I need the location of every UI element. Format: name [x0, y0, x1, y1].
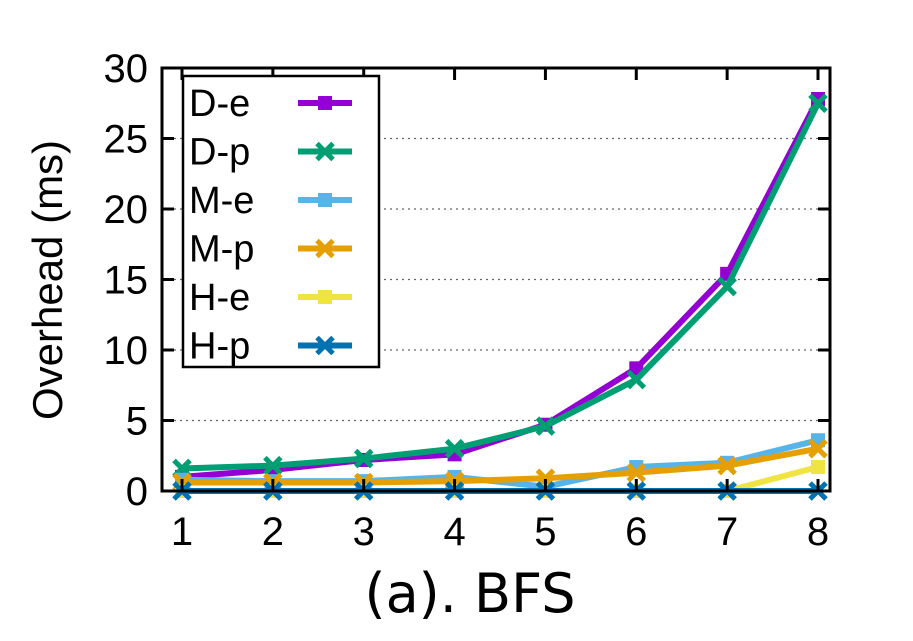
data-point [318, 193, 332, 207]
x-tick-label: 7 [716, 510, 738, 554]
chart-caption: (a). BFS [365, 562, 576, 625]
data-point [444, 438, 465, 459]
legend-label: H-p [189, 326, 250, 368]
x-tick-label: 3 [353, 510, 375, 554]
data-point [318, 290, 332, 304]
data-point [626, 369, 647, 390]
data-point [353, 448, 374, 469]
y-tick-label: 15 [104, 259, 149, 303]
legend-item: D-e [189, 83, 352, 125]
legend: D-e D-p M-e M-p H-e H-p [181, 74, 381, 369]
data-point [626, 462, 647, 483]
legend-box [181, 74, 381, 369]
data-point [811, 460, 825, 475]
y-axis-label: Overhead (ms) [24, 140, 71, 420]
legend-label: M-e [189, 180, 254, 222]
y-tick-label: 5 [126, 400, 148, 444]
data-point [535, 416, 556, 436]
legend-item: H-p [189, 326, 352, 368]
x-tick-label: 4 [443, 510, 465, 554]
y-tick-label: 0 [126, 470, 148, 514]
axis-ticks: 0 5 10 15 20 25 30 1 2 3 4 5 6 7 8 [104, 47, 830, 554]
legend-label: D-e [189, 83, 250, 125]
data-point [318, 96, 332, 110]
data-point [315, 335, 335, 356]
legend-label: M-p [189, 229, 254, 271]
data-point [263, 455, 283, 476]
x-tick-label: 5 [534, 510, 556, 554]
x-tick-label: 8 [807, 510, 829, 554]
x-tick-label: 1 [171, 510, 193, 554]
y-tick-label: 10 [104, 329, 149, 373]
y-tick-label: 30 [104, 47, 149, 91]
legend-item: M-e [189, 180, 352, 222]
series-line [182, 445, 819, 486]
x-tick-label: 6 [625, 510, 647, 554]
series-D-p [172, 93, 828, 479]
y-tick-label: 20 [104, 188, 149, 232]
data-point [315, 141, 335, 162]
x-tick-label: 2 [262, 510, 284, 554]
legend-item: H-e [189, 277, 352, 319]
data-point [808, 93, 828, 114]
legend-label: H-e [189, 277, 250, 319]
legend-item: M-p [189, 229, 352, 271]
data-point [808, 438, 828, 459]
series-line [181, 101, 821, 472]
data-point [717, 455, 737, 476]
data-point [717, 276, 737, 297]
legend-label: D-p [189, 132, 250, 174]
legend-item: D-p [189, 132, 352, 174]
data-point [315, 238, 335, 259]
y-tick-label: 25 [104, 118, 149, 162]
